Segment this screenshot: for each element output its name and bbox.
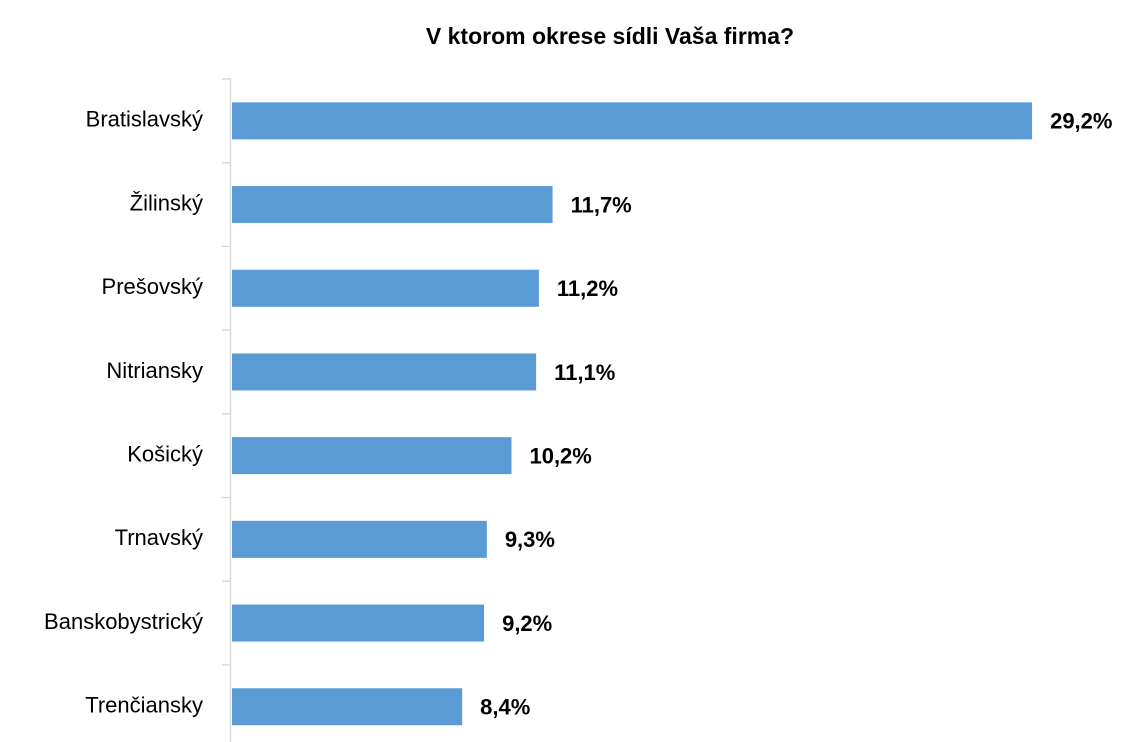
y-tick-label: Trenčiansky: [85, 693, 203, 718]
value-label: 11,7%: [571, 192, 632, 217]
y-tick-label: Žilinský: [130, 190, 203, 215]
y-tick-label: Prešovský: [102, 274, 203, 299]
bar: [232, 437, 512, 475]
y-tick-label: Nitriansky: [106, 358, 203, 383]
bar: [232, 353, 537, 391]
bar: [232, 520, 487, 558]
bar: [232, 604, 485, 642]
value-label: 11,2%: [557, 276, 618, 301]
y-tick-label: Bratislavský: [86, 107, 203, 132]
value-label: 9,2%: [502, 611, 552, 636]
value-label: 9,3%: [505, 527, 555, 552]
value-label: 29,2%: [1050, 109, 1112, 134]
y-tick-label: Banskobystrický: [44, 609, 203, 634]
y-tick-label: Košický: [127, 441, 203, 466]
chart-title: V ktorom okrese sídli Vaša firma?: [426, 23, 794, 49]
bar: [232, 269, 539, 307]
bar: [232, 688, 463, 726]
value-label: 8,4%: [480, 695, 530, 720]
value-label: 10,2%: [529, 443, 591, 468]
y-tick-label: Trnavský: [115, 525, 203, 550]
bar: [232, 102, 1033, 140]
value-label: 11,1%: [554, 360, 615, 385]
bar: [232, 186, 553, 224]
